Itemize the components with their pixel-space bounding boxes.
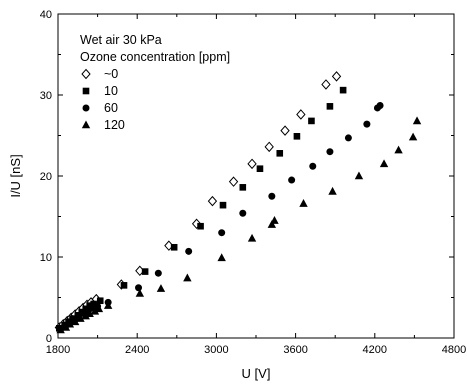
- point-s2-10: [135, 284, 143, 292]
- legend-label-0: ~0: [104, 67, 118, 81]
- point-s3-1: [61, 322, 71, 331]
- point-s3-2: [65, 319, 75, 328]
- point-s2-16: [288, 176, 296, 184]
- tick-labels: 1800 2400 3000 3600 4200 4800 0 10 20 30 40: [40, 9, 466, 356]
- legend-label-1: 10: [104, 84, 118, 98]
- point-s3-19: [354, 171, 364, 180]
- point-s3-23: [412, 116, 422, 125]
- point-s2-22: [376, 102, 384, 110]
- point-s1-14: [219, 201, 227, 209]
- point-s1-11: [141, 268, 149, 275]
- point-s2-20: [363, 120, 371, 128]
- legend-marker-1: [82, 87, 90, 95]
- point-s1-8: [90, 300, 97, 308]
- point-s3-16: [270, 216, 279, 224]
- point-s1-12: [170, 243, 178, 251]
- point-s3-15: [267, 220, 277, 228]
- legend-marker-0: [81, 68, 91, 80]
- y-axis-label: I/U [nS]: [8, 154, 23, 197]
- point-s2-17: [309, 162, 317, 170]
- x-axis-label: U [V]: [242, 366, 271, 381]
- x-tick-label-2: 3000: [204, 344, 228, 356]
- point-s3-6: [85, 309, 94, 317]
- point-s1-19: [308, 117, 315, 125]
- legend-marker-3: [81, 120, 91, 129]
- point-s1-10: [120, 282, 128, 289]
- point-s3-11: [156, 284, 166, 292]
- point-s3-14: [247, 233, 257, 242]
- legend-label-3: 120: [104, 118, 125, 132]
- point-s1-21: [339, 86, 347, 94]
- point-s2-11: [154, 269, 162, 277]
- point-s3-21: [394, 145, 403, 154]
- x-tick-label-4: 4200: [363, 344, 387, 356]
- data-points: [54, 71, 422, 334]
- point-s1-17: [276, 150, 284, 157]
- x-tick-label-3: 3600: [283, 344, 307, 356]
- point-s3-12: [183, 273, 192, 282]
- point-s1-20: [326, 103, 334, 110]
- point-s3-3: [70, 317, 80, 326]
- point-s2-18: [326, 148, 334, 156]
- point-s2-13: [218, 229, 226, 237]
- point-s1-6: [82, 305, 90, 313]
- point-s1-7: [86, 302, 93, 309]
- point-s3-17: [299, 199, 308, 207]
- point-s1-15: [239, 184, 247, 191]
- point-s3-7: [90, 306, 100, 315]
- point-s2-15: [268, 192, 276, 200]
- point-s3-5: [81, 311, 90, 320]
- point-s0-16: [247, 158, 257, 170]
- point-s3-13: [217, 253, 226, 262]
- point-s3-0: [56, 325, 65, 334]
- point-s3-8: [94, 304, 104, 313]
- point-s2-19: [344, 134, 352, 142]
- point-s0-18: [280, 125, 290, 136]
- y-tick-label-1: 10: [40, 252, 52, 264]
- point-s3-10: [135, 288, 145, 297]
- y-tick-label-3: 30: [40, 90, 52, 102]
- point-s3-22: [408, 132, 418, 141]
- legend-label-2: 60: [104, 101, 118, 115]
- point-s0-14: [207, 195, 218, 207]
- point-s1-16: [256, 165, 264, 173]
- y-tick-label-4: 40: [40, 9, 52, 21]
- legend: Wet air 30 kPa Ozone concentration [ppm]…: [80, 33, 230, 132]
- y-tick-label-2: 20: [40, 171, 52, 183]
- point-s0-19: [296, 109, 306, 120]
- x-tick-label-0: 1800: [46, 344, 70, 356]
- x-tick-label-1: 2400: [125, 344, 149, 356]
- legend-marker-2: [82, 104, 90, 112]
- point-s3-20: [379, 159, 389, 168]
- legend-title-line-2: Ozone concentration [ppm]: [80, 50, 230, 64]
- axis-ticks: [57, 13, 455, 339]
- point-s0-21: [331, 71, 342, 82]
- x-tick-label-5: 4800: [442, 344, 466, 356]
- point-s2-12: [185, 247, 193, 255]
- point-s3-4: [76, 314, 85, 322]
- point-s0-15: [228, 176, 239, 187]
- point-s3-18: [328, 186, 337, 195]
- point-s0-17: [264, 141, 274, 153]
- y-tick-label-0: 0: [46, 333, 52, 345]
- point-s2-14: [239, 209, 247, 217]
- point-s0-20: [321, 79, 331, 90]
- point-s3-9: [103, 301, 113, 309]
- point-s1-9: [96, 297, 104, 305]
- point-s1-13: [197, 222, 204, 230]
- legend-title-line-1: Wet air 30 kPa: [80, 33, 162, 47]
- point-s1-18: [293, 133, 301, 140]
